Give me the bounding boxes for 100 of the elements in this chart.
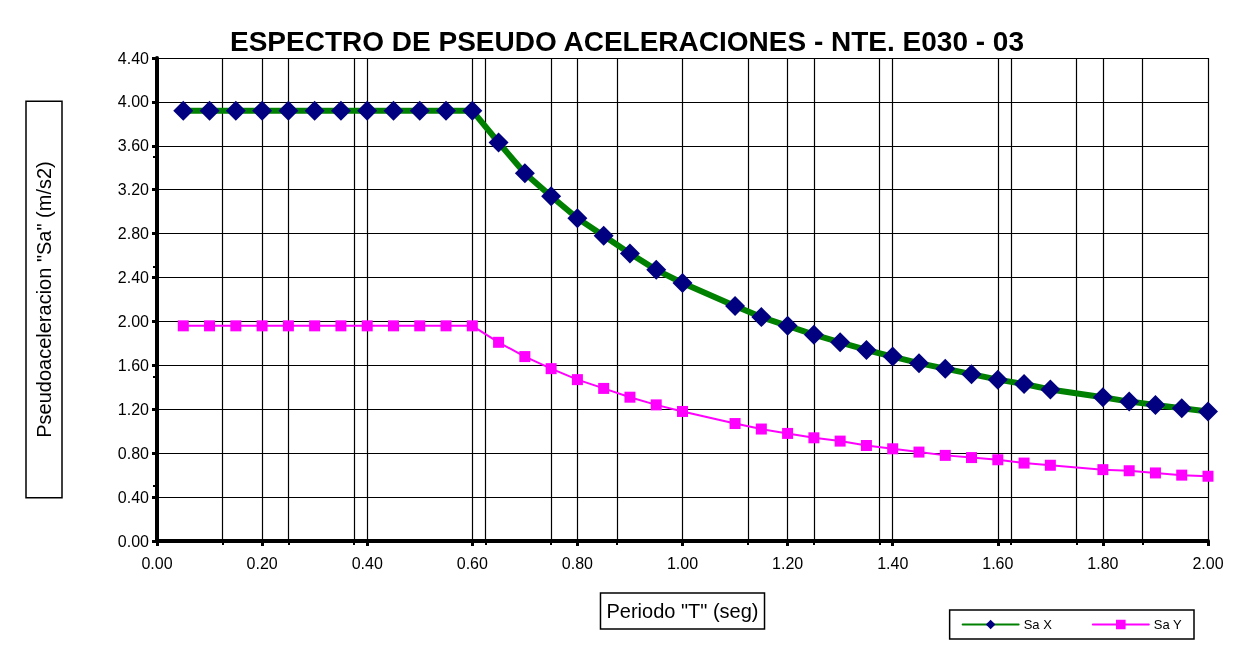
point: [751, 307, 772, 328]
point: [672, 273, 693, 294]
point: [1044, 459, 1056, 471]
point: [777, 315, 798, 336]
point: [1014, 374, 1035, 395]
point: [361, 320, 373, 332]
point: [992, 454, 1004, 466]
y-tick-label: 0.00: [117, 532, 150, 550]
point: [646, 259, 667, 280]
x-tick-label: 1.60: [982, 554, 1014, 572]
x-tick-label: 0.60: [456, 554, 488, 572]
point: [230, 320, 242, 332]
point: [309, 320, 321, 332]
point: [598, 382, 610, 394]
point: [808, 432, 820, 444]
point: [571, 374, 583, 386]
y-tick-label: 4.00: [117, 93, 150, 111]
point: [1040, 379, 1061, 400]
y-tick-label: 2.80: [117, 225, 150, 243]
point: [834, 435, 846, 447]
point: [1097, 464, 1109, 476]
point: [803, 324, 824, 345]
legend-label: Sa Y: [1153, 617, 1183, 632]
point: [887, 443, 899, 455]
point: [1149, 467, 1161, 479]
point: [987, 369, 1008, 390]
point: [593, 225, 614, 246]
y-tick-label: 2.00: [117, 312, 150, 330]
point: [619, 243, 640, 264]
point: [624, 391, 636, 403]
point: [725, 296, 746, 317]
point: [755, 423, 767, 435]
point: [567, 208, 588, 229]
point: [882, 346, 903, 367]
point: [860, 440, 872, 451]
y-axis-title: Pseudoaceleracion "Sa" (m/s2): [33, 161, 55, 438]
point: [409, 100, 430, 121]
legend-label: Sa X: [1023, 617, 1053, 632]
point: [939, 449, 951, 461]
point: [225, 100, 246, 121]
point: [414, 320, 426, 332]
y-tick-label: 2.40: [117, 269, 150, 287]
point: [677, 405, 688, 417]
x-tick-label: 2.00: [1192, 554, 1224, 572]
point: [913, 446, 925, 458]
point: [466, 320, 478, 332]
y-tick-label: 3.20: [117, 181, 150, 199]
x-tick-label: 0.80: [561, 554, 594, 572]
y-tick-label: 1.20: [117, 400, 150, 418]
point: [782, 427, 794, 439]
point: [908, 353, 929, 374]
point: [1123, 465, 1135, 477]
y-tick-label: 4.40: [117, 49, 150, 67]
y-tick-label: 0.40: [117, 488, 150, 506]
point: [961, 364, 982, 385]
point: [462, 100, 483, 121]
x-tick-label: 1.20: [772, 554, 804, 572]
point: [488, 132, 509, 153]
x-tick-label: 0.40: [351, 554, 383, 572]
point: [387, 320, 399, 332]
point: [856, 340, 877, 360]
point: [541, 186, 562, 207]
x-axis-title: Periodo "T" (seg): [606, 600, 759, 622]
point: [729, 418, 741, 430]
x-tick-label: 0.20: [246, 554, 278, 572]
point: [440, 320, 452, 332]
point: [1171, 398, 1192, 419]
point: [304, 100, 325, 121]
point: [514, 163, 535, 184]
x-tick-label: 1.00: [666, 554, 699, 572]
x-tick-label: 1.80: [1087, 554, 1119, 572]
point: [252, 100, 273, 121]
point: [545, 363, 557, 375]
point: [1202, 470, 1214, 482]
point: [650, 399, 662, 411]
point: [1176, 469, 1188, 481]
point: [1119, 391, 1140, 412]
point: [830, 332, 851, 353]
point: [436, 100, 457, 121]
point: [282, 320, 294, 332]
point: [519, 351, 531, 363]
point: [1198, 401, 1218, 422]
y-tick-label: 1.60: [117, 356, 150, 374]
point: [383, 100, 404, 121]
point: [935, 358, 956, 379]
point: [204, 320, 216, 332]
point: [177, 320, 189, 332]
point: [493, 336, 505, 348]
y-tick-label: 0.80: [117, 444, 150, 462]
point: [173, 100, 194, 121]
y-tick-label: 3.60: [117, 137, 150, 155]
point: [278, 100, 299, 121]
chart-title: ESPECTRO DE PSEUDO ACELERACIONES - NTE. E030 - 03: [229, 25, 1025, 57]
point: [330, 100, 351, 121]
point: [256, 320, 268, 332]
point: [1018, 457, 1030, 469]
point: [1145, 394, 1166, 415]
point: [335, 320, 347, 332]
point: [966, 452, 978, 464]
x-tick-label: 1.40: [877, 554, 909, 572]
